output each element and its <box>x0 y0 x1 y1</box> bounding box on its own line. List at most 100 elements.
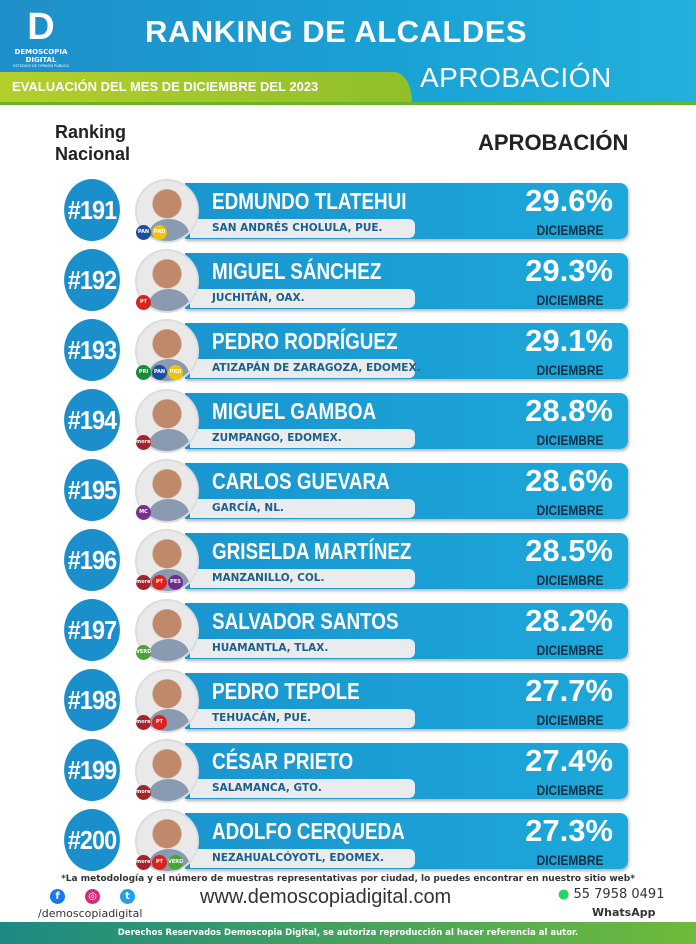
party-logo: PRI <box>136 365 151 380</box>
party-logos: morenaPTVERDE <box>136 855 183 870</box>
party-logo: PT <box>136 295 151 310</box>
month-label: DICIEMBRE <box>536 782 604 798</box>
ranking-row: #191 SAN ANDRÉS CHOLULA, PUE. EDMUNDO TL… <box>0 179 696 243</box>
ranking-row: #192 JUCHITÁN, OAX. MIGUEL SÁNCHEZ 29.3%… <box>0 249 696 313</box>
ranking-row: #199 SALAMANCA, GTO. CÉSAR PRIETO 27.4% … <box>0 739 696 803</box>
rank-badge: #199 <box>64 739 120 801</box>
city-label: MANZANILLO, COL. <box>190 569 415 588</box>
party-logo: PT <box>152 715 167 730</box>
mayor-name: CARLOS GUEVARA <box>212 468 390 494</box>
header-banner: D DEMOSCOPIA DIGITAL ESTUDIOS DE OPINIÓN… <box>0 0 696 104</box>
party-logo: VERDE <box>136 645 151 660</box>
city-label: NEZAHUALCÓYOTL, EDOMEX. <box>190 849 415 868</box>
month-label: DICIEMBRE <box>536 362 604 378</box>
mayor-name: PEDRO TEPOLE <box>212 678 360 704</box>
approval-value: 27.7% <box>525 673 613 708</box>
party-logo: morena <box>136 715 151 730</box>
approval-value: 28.8% <box>525 393 613 428</box>
page-title: RANKING DE ALCALDES <box>145 14 528 49</box>
rank-badge: #195 <box>64 459 120 521</box>
rank-badge: #198 <box>64 669 120 731</box>
social-handle[interactable]: /demoscopiadigital <box>38 907 143 920</box>
party-logos: morenaPTPES <box>136 575 183 590</box>
demoscopia-logo: D DEMOSCOPIA DIGITAL ESTUDIOS DE OPINIÓN… <box>10 6 72 68</box>
party-logo: morena <box>136 855 151 870</box>
approval-value: 28.5% <box>525 533 613 568</box>
ranking-row: #197 HUAMANTLA, TLAX. SALVADOR SANTOS 28… <box>0 599 696 663</box>
ranking-row: #195 GARCÍA, NL. CARLOS GUEVARA 28.6% DI… <box>0 459 696 523</box>
mayor-name: MIGUEL GAMBOA <box>212 398 377 424</box>
divider <box>0 102 696 105</box>
party-logo: PAN <box>136 225 151 240</box>
city-label: SALAMANCA, GTO. <box>190 779 415 798</box>
rank-badge: #196 <box>64 529 120 591</box>
party-logo: VERDE <box>168 855 183 870</box>
instagram-icon[interactable]: ◎ <box>85 889 100 904</box>
party-logos: morena <box>136 435 151 450</box>
website-link[interactable]: www.demoscopiadigital.com <box>200 886 452 908</box>
city-label: JUCHITÁN, OAX. <box>190 289 415 308</box>
facebook-icon[interactable]: f <box>50 889 65 904</box>
rank-badge: #194 <box>64 389 120 451</box>
rank-badge: #191 <box>64 179 120 241</box>
party-logo: PAN <box>152 365 167 380</box>
approval-value: 28.6% <box>525 463 613 498</box>
mayor-name: SALVADOR SANTOS <box>212 608 399 634</box>
mayor-name: MIGUEL SÁNCHEZ <box>212 258 382 284</box>
rank-badge: #193 <box>64 319 120 381</box>
party-logo: MC <box>136 505 151 520</box>
mayor-name: GRISELDA MARTÍNEZ <box>212 538 412 564</box>
mayor-name: EDMUNDO TLATEHUI <box>212 188 407 214</box>
party-logo: morena <box>136 435 151 450</box>
party-logo: morena <box>136 575 151 590</box>
month-label: DICIEMBRE <box>536 432 604 448</box>
party-logos: morena <box>136 785 151 800</box>
ranking-row: #200 NEZAHUALCÓYOTL, EDOMEX. ADOLFO CERQ… <box>0 809 696 873</box>
party-logos: MC <box>136 505 151 520</box>
whatsapp-label: WhatsApp <box>592 906 656 919</box>
city-label: TEHUACÁN, PUE. <box>190 709 415 728</box>
mayor-photo <box>135 459 199 523</box>
mayor-name: CÉSAR PRIETO <box>212 748 354 774</box>
approval-value: 29.3% <box>525 253 613 288</box>
rank-badge: #192 <box>64 249 120 311</box>
month-label: DICIEMBRE <box>536 712 604 728</box>
evaluation-band: EVALUACIÓN DEL MES DE DICIEMBRE DEL 2023 <box>0 72 412 102</box>
rank-badge: #197 <box>64 599 120 661</box>
mayor-name: PEDRO RODRÍGUEZ <box>212 328 398 354</box>
party-logo: PT <box>152 855 167 870</box>
month-label: DICIEMBRE <box>536 642 604 658</box>
rights-footer: Derechos Reservados Demoscopia Digital, … <box>0 922 696 944</box>
party-logo: PT <box>152 575 167 590</box>
whatsapp-number: ● 55 7958 0491 <box>558 887 664 903</box>
twitter-icon[interactable]: t <box>120 889 135 904</box>
ranking-row: #193 ATIZAPÁN DE ZARAGOZA, EDOMEX. PEDRO… <box>0 319 696 383</box>
city-label: HUAMANTLA, TLAX. <box>190 639 415 658</box>
approval-column-label: APROBACIÓN <box>478 130 629 155</box>
city-label: GARCÍA, NL. <box>190 499 415 518</box>
ranking-row: #198 TEHUACÁN, PUE. PEDRO TEPOLE 27.7% D… <box>0 669 696 733</box>
mayor-photo <box>135 179 199 243</box>
ranking-column-label: Ranking Nacional <box>55 122 131 164</box>
logo-letter: D <box>27 6 55 48</box>
mayor-name: ADOLFO CERQUEDA <box>212 818 405 844</box>
month-label: DICIEMBRE <box>536 852 604 868</box>
city-label: SAN ANDRÉS CHOLULA, PUE. <box>190 219 415 238</box>
party-logo: PES <box>168 575 183 590</box>
party-logos: PRI PAN PRD <box>136 365 183 380</box>
rank-badge: #200 <box>64 809 120 871</box>
party-logos: morenaPT <box>136 715 167 730</box>
social-icons: f ◎ t <box>50 889 135 904</box>
party-logos: VERDE <box>136 645 151 660</box>
city-label: ATIZAPÁN DE ZARAGOZA, EDOMEX. <box>190 359 421 378</box>
approval-value: 29.1% <box>525 323 613 358</box>
phone-number: 55 7958 0491 <box>573 887 665 902</box>
approval-value: 27.3% <box>525 813 613 848</box>
party-logo: PRD <box>168 365 183 380</box>
mayor-photo <box>135 249 199 313</box>
party-logos: PAN PRD <box>136 225 167 240</box>
evaluation-label: EVALUACIÓN DEL MES DE DICIEMBRE DEL 2023 <box>12 79 319 94</box>
ranking-row: #196 MANZANILLO, COL. GRISELDA MARTÍNEZ … <box>0 529 696 593</box>
approval-value: 29.6% <box>525 183 613 218</box>
logo-tagline: ESTUDIOS DE OPINIÓN PÚBLICA <box>13 64 69 68</box>
